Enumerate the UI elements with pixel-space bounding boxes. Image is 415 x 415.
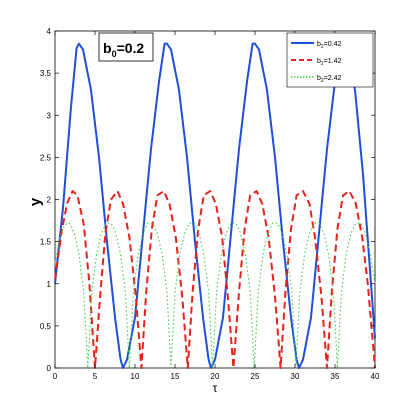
y-tick-label: 4 — [47, 27, 52, 36]
y-tick-label: 1 — [47, 280, 52, 289]
y-tick-label: 2 — [47, 196, 52, 205]
x-tick-label: 5 — [93, 372, 98, 381]
legend-label-1: b2=0.42 — [317, 41, 342, 50]
x-tick-label: 30 — [291, 372, 300, 381]
annotation-box: b0=0.2 — [98, 32, 154, 62]
x-tick-label: 25 — [251, 372, 260, 381]
x-tick-label: 35 — [331, 372, 340, 381]
y-tick-label: 2.5 — [40, 153, 52, 162]
x-tick-label: 0 — [53, 372, 58, 381]
legend: b2=0.42 b2=1.42 b2=2.42 — [286, 32, 374, 88]
annotation-text: b0=0.2 — [103, 40, 144, 59]
series-line-1 — [54, 42, 376, 369]
x-axis-label: τ — [213, 381, 218, 395]
series-layer — [54, 42, 376, 369]
series-line-3 — [54, 222, 376, 369]
series-line-2 — [54, 190, 376, 369]
y-tick-label: 0 — [47, 364, 52, 373]
x-tick-label: 15 — [171, 372, 180, 381]
ticks-layer: 0 5 10 15 20 25 30 35 40 0 0.5 1 1.5 2 2.5 3 3.5 4 — [40, 27, 380, 381]
x-tick-label: 20 — [211, 372, 220, 381]
y-tick-label: 1.5 — [40, 238, 52, 247]
x-tick-label: 10 — [131, 372, 140, 381]
y-axis-label: y — [27, 197, 44, 206]
x-tick-label: 40 — [371, 372, 380, 381]
legend-label-2: b2=1.42 — [317, 58, 342, 67]
y-tick-label: 0.5 — [40, 322, 52, 331]
legend-label-3: b2=2.42 — [317, 75, 342, 84]
y-tick-label: 3.5 — [40, 69, 52, 78]
y-tick-label: 3 — [47, 111, 52, 120]
